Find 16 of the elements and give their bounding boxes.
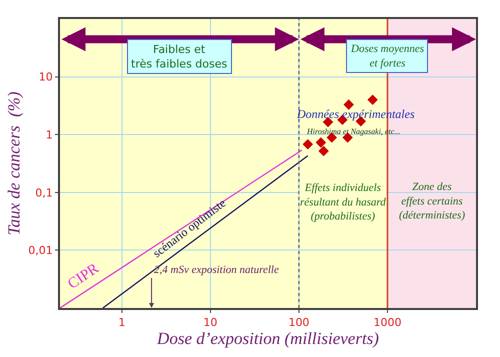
annotation: Doses moyennes et fortes (350, 43, 424, 70)
annotation: Faibles et très faibles doses (131, 43, 228, 70)
x-tick-label: 1 (118, 316, 126, 330)
y-axis-title: Taux de cancers (%) (4, 91, 24, 236)
y-tick-label: 1 (46, 128, 53, 142)
x-tick-label: 10 (203, 316, 218, 330)
y-tick-label: 0,01 (28, 244, 53, 258)
band-label: Zone des effets certains (déterministes) (399, 181, 466, 222)
annotation: Effets individuels résultant du hasard (probabilistes) (300, 182, 386, 223)
annotation: 2,4 mSv exposition naturelle (154, 264, 279, 276)
x-axis-title: Dose d’exposition (millisieverts) (156, 329, 380, 348)
x-tick-label: 100 (288, 316, 310, 330)
y-tick-label: 0,1 (35, 186, 53, 200)
text: CIPR (65, 260, 102, 293)
x-tick-label: 1000 (373, 316, 402, 330)
y-tick-label: 10 (38, 70, 53, 84)
